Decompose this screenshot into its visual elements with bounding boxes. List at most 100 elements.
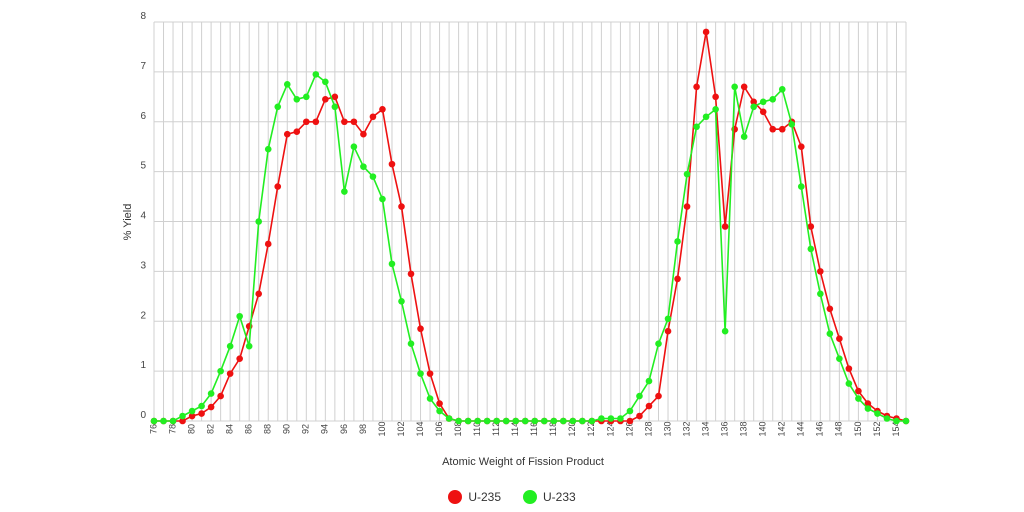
data-point-u235[interactable] (769, 125, 777, 133)
data-point-u233[interactable] (236, 312, 243, 320)
data-point-u233[interactable] (245, 342, 253, 350)
data-point-u233[interactable] (893, 417, 900, 425)
data-point-u235[interactable] (388, 160, 396, 168)
data-point-u235[interactable] (274, 183, 282, 190)
data-point-u233[interactable] (502, 417, 510, 425)
data-point-u235[interactable] (674, 275, 681, 283)
data-point-u235[interactable] (322, 96, 329, 103)
data-point-u233[interactable] (598, 415, 605, 422)
data-point-u235[interactable] (778, 125, 786, 133)
data-point-u233[interactable] (436, 407, 443, 415)
data-point-u235[interactable] (626, 417, 634, 425)
data-point-u235[interactable] (264, 240, 272, 248)
data-point-u235[interactable] (436, 400, 443, 407)
data-point-u235[interactable] (845, 365, 853, 372)
data-point-u233[interactable] (531, 417, 539, 425)
data-point-u233[interactable] (550, 417, 558, 425)
data-point-u235[interactable] (740, 83, 748, 91)
data-point-u233[interactable] (569, 417, 577, 425)
data-point-u233[interactable] (207, 390, 215, 397)
data-point-u233[interactable] (474, 417, 481, 425)
data-point-u233[interactable] (264, 145, 272, 153)
data-point-u235[interactable] (655, 392, 662, 400)
data-point-u233[interactable] (388, 260, 396, 268)
data-point-u235[interactable] (721, 223, 729, 230)
data-point-u233[interactable] (788, 120, 796, 128)
data-point-u235[interactable] (369, 113, 377, 121)
data-point-u233[interactable] (179, 412, 186, 420)
data-point-u233[interactable] (588, 417, 596, 425)
data-point-u233[interactable] (398, 298, 405, 305)
data-point-u233[interactable] (350, 143, 358, 150)
data-point-u233[interactable] (740, 133, 748, 141)
data-point-u233[interactable] (683, 170, 691, 178)
data-point-u233[interactable] (902, 417, 910, 425)
data-point-u233[interactable] (150, 417, 158, 425)
data-point-u233[interactable] (721, 327, 729, 335)
data-point-u235[interactable] (341, 118, 348, 126)
data-point-u233[interactable] (883, 415, 891, 422)
data-point-u233[interactable] (303, 93, 310, 101)
data-point-u235[interactable] (407, 270, 415, 278)
data-point-u235[interactable] (417, 325, 424, 333)
data-point-u233[interactable] (693, 123, 700, 131)
data-point-u235[interactable] (360, 130, 367, 138)
data-point-u235[interactable] (379, 105, 386, 113)
data-point-u235[interactable] (188, 412, 196, 420)
data-point-u235[interactable] (702, 28, 710, 36)
data-point-u235[interactable] (350, 118, 358, 126)
data-point-u235[interactable] (312, 118, 320, 126)
data-point-u235[interactable] (398, 203, 405, 210)
data-point-u235[interactable] (283, 130, 291, 138)
data-point-u233[interactable] (160, 417, 167, 425)
data-point-u233[interactable] (674, 238, 681, 245)
data-point-u233[interactable] (493, 417, 500, 425)
data-point-u235[interactable] (664, 327, 672, 335)
data-point-u233[interactable] (769, 96, 777, 103)
data-point-u233[interactable] (407, 340, 415, 347)
data-point-u233[interactable] (845, 380, 853, 387)
data-point-u233[interactable] (331, 103, 339, 111)
data-point-u233[interactable] (617, 415, 624, 422)
data-point-u235[interactable] (179, 417, 186, 425)
legend-item-u235[interactable]: U-235 (448, 490, 501, 504)
data-point-u233[interactable] (417, 370, 424, 377)
data-point-u235[interactable] (236, 355, 243, 362)
data-point-u235[interactable] (226, 370, 234, 377)
data-point-u233[interactable] (274, 103, 282, 111)
data-point-u233[interactable] (702, 113, 710, 121)
data-point-u233[interactable] (645, 377, 653, 385)
data-point-u235[interactable] (864, 400, 872, 407)
data-point-u235[interactable] (759, 108, 767, 116)
data-point-u233[interactable] (322, 78, 329, 86)
data-point-u233[interactable] (512, 417, 520, 425)
data-point-u235[interactable] (331, 93, 339, 101)
data-point-u235[interactable] (198, 410, 205, 417)
data-point-u233[interactable] (188, 407, 196, 415)
data-point-u233[interactable] (607, 415, 615, 422)
data-point-u235[interactable] (817, 268, 824, 275)
data-point-u233[interactable] (826, 330, 834, 338)
data-point-u233[interactable] (198, 402, 205, 410)
data-point-u235[interactable] (293, 128, 301, 136)
data-point-u235[interactable] (836, 335, 843, 343)
data-point-u233[interactable] (855, 395, 862, 402)
data-point-u235[interactable] (636, 412, 643, 420)
data-point-u233[interactable] (655, 340, 662, 347)
data-point-u233[interactable] (579, 417, 586, 425)
data-point-u233[interactable] (778, 86, 786, 93)
data-point-u235[interactable] (693, 83, 700, 91)
data-point-u235[interactable] (426, 370, 434, 377)
data-point-u235[interactable] (217, 392, 224, 400)
data-point-u235[interactable] (255, 290, 263, 298)
data-point-u233[interactable] (226, 342, 234, 350)
data-point-u233[interactable] (169, 417, 177, 425)
legend-item-u233[interactable]: U-233 (523, 490, 576, 504)
data-point-u233[interactable] (864, 405, 872, 412)
data-point-u233[interactable] (445, 415, 453, 422)
data-point-u233[interactable] (360, 163, 367, 170)
data-point-u233[interactable] (712, 105, 719, 113)
data-point-u235[interactable] (645, 402, 653, 410)
data-point-u233[interactable] (731, 83, 738, 91)
data-point-u233[interactable] (312, 71, 320, 78)
